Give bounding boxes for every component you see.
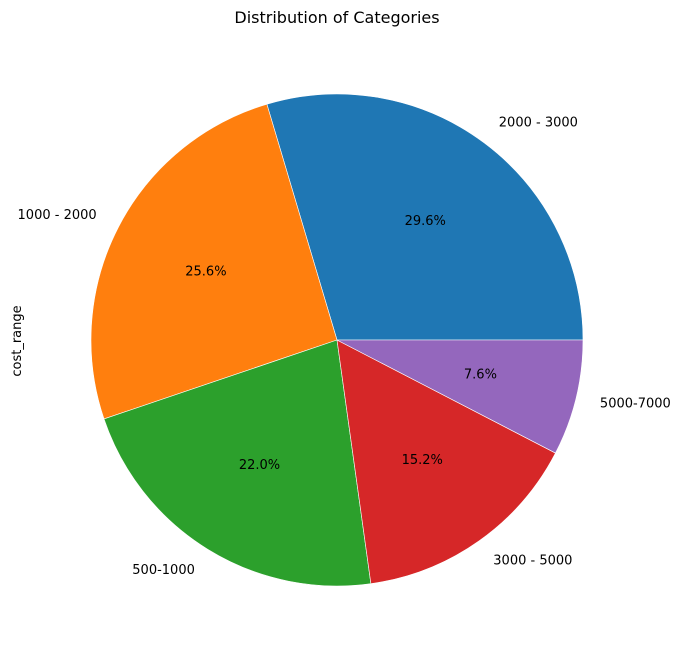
slice-percent-label: 25.6%	[185, 265, 226, 280]
pie-slice-3000-5000	[336, 339, 556, 584]
slice-percent-label: 15.2%	[402, 453, 443, 468]
slice-percent-label: 22.0%	[239, 458, 280, 473]
pie-slice-500-1000	[103, 339, 372, 587]
pie-slice-1000-2000	[90, 103, 338, 420]
y-axis-label: cost_range	[10, 305, 25, 376]
pie-slices	[90, 93, 584, 587]
pie-labels: 2000 - 3000 29.6% 1000 - 2000 25.6% 500-1000…	[18, 116, 671, 578]
slice-category-label: 5000-7000	[600, 396, 671, 411]
slice-category-label: 1000 - 2000	[18, 208, 97, 223]
slice-percent-label: 29.6%	[405, 214, 446, 229]
pie-slice-2000-3000	[266, 93, 584, 341]
slice-percent-label: 7.6%	[464, 367, 497, 382]
slice-category-label: 3000 - 5000	[493, 553, 572, 568]
pie-slice-5000-7000	[336, 339, 584, 454]
slice-category-label: 2000 - 3000	[499, 116, 578, 131]
slice-category-label: 500-1000	[132, 563, 195, 578]
chart-title: Distribution of Categories	[234, 8, 439, 27]
